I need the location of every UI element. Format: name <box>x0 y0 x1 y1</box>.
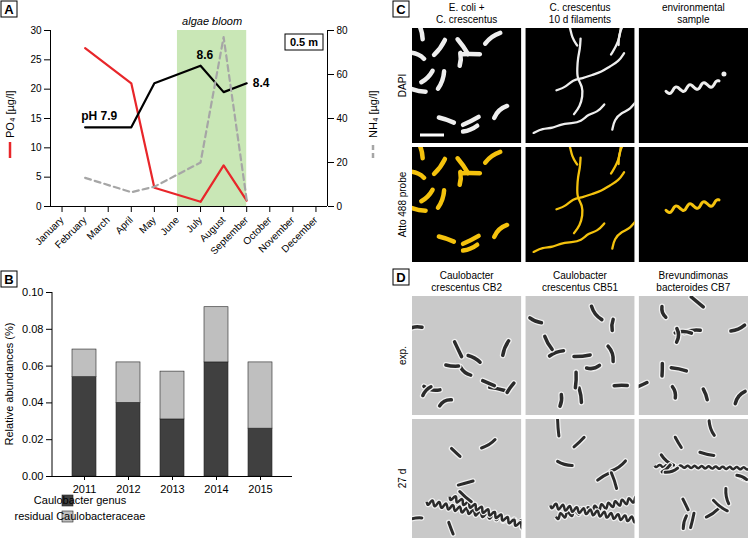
svg-text:20: 20 <box>30 83 42 94</box>
svg-text:2015: 2015 <box>248 483 272 495</box>
svg-text:5: 5 <box>36 171 42 182</box>
svg-text:PO₄ [µg/l]: PO₄ [µg/l] <box>4 90 16 138</box>
svg-text:exp.: exp. <box>397 346 408 365</box>
svg-text:Caulobacter: Caulobacter <box>440 270 495 281</box>
svg-text:algae bloom: algae bloom <box>182 15 242 27</box>
svg-text:B: B <box>4 272 13 287</box>
svg-text:bacteroides CB7: bacteroides CB7 <box>656 282 730 293</box>
svg-text:0.06: 0.06 <box>22 360 43 372</box>
svg-text:DAPI: DAPI <box>397 74 408 97</box>
svg-text:15: 15 <box>30 113 42 124</box>
svg-text:sample: sample <box>677 14 710 25</box>
svg-text:20: 20 <box>337 157 349 168</box>
svg-text:0: 0 <box>337 201 343 212</box>
svg-text:C. crescentus: C. crescentus <box>436 14 497 25</box>
svg-text:Caulobacter: Caulobacter <box>553 270 608 281</box>
svg-text:C: C <box>396 2 406 17</box>
svg-text:pH 7.9: pH 7.9 <box>81 109 117 123</box>
svg-text:February: February <box>53 214 89 250</box>
svg-text:E. coli +: E. coli + <box>449 2 485 13</box>
svg-text:March: March <box>84 214 111 241</box>
svg-text:8.6: 8.6 <box>197 48 214 62</box>
svg-text:27 d: 27 d <box>397 469 408 488</box>
svg-text:May: May <box>137 214 158 235</box>
svg-text:2012: 2012 <box>116 483 141 496</box>
svg-text:residual Caulobacteraceae: residual Caulobacteraceae <box>15 510 146 522</box>
svg-text:0.02: 0.02 <box>22 433 43 445</box>
svg-text:8.4: 8.4 <box>253 76 270 90</box>
svg-text:October: October <box>240 214 274 248</box>
svg-text:crescentus CB51: crescentus CB51 <box>542 282 619 293</box>
svg-text:Relative abundances (%): Relative abundances (%) <box>3 323 15 446</box>
svg-text:C. crescentus: C. crescentus <box>549 2 610 13</box>
svg-text:40: 40 <box>337 113 349 124</box>
svg-text:January: January <box>32 214 66 248</box>
svg-text:April: April <box>113 214 135 236</box>
svg-text:Atto 488 probe: Atto 488 probe <box>397 171 408 237</box>
svg-text:A: A <box>4 2 14 17</box>
svg-text:2011: 2011 <box>72 483 97 496</box>
svg-text:10 d filaments: 10 d filaments <box>549 14 611 25</box>
svg-text:D: D <box>396 270 405 285</box>
svg-text:November: November <box>256 214 297 255</box>
svg-text:0: 0 <box>36 201 42 212</box>
svg-text:0.00: 0.00 <box>22 470 43 482</box>
svg-text:crescentus CB2: crescentus CB2 <box>431 282 502 293</box>
svg-text:NH₄ [µg/l]: NH₄ [µg/l] <box>367 90 379 138</box>
svg-text:December: December <box>279 214 320 255</box>
svg-text:10: 10 <box>30 142 42 153</box>
svg-text:0.08: 0.08 <box>22 323 43 335</box>
svg-text:Brevundimonas: Brevundimonas <box>659 270 728 281</box>
svg-text:60: 60 <box>337 69 349 80</box>
svg-text:September: September <box>208 214 251 257</box>
svg-text:2014: 2014 <box>204 483 228 495</box>
svg-text:80: 80 <box>337 25 349 36</box>
svg-text:August: August <box>197 214 228 244</box>
svg-text:June: June <box>158 214 181 237</box>
svg-text:30: 30 <box>30 25 42 36</box>
svg-text:July: July <box>183 214 205 235</box>
svg-text:0.04: 0.04 <box>22 396 43 408</box>
svg-text:0.10: 0.10 <box>22 286 43 298</box>
svg-text:2013: 2013 <box>160 483 184 495</box>
svg-text:0.5 m: 0.5 m <box>290 36 318 48</box>
svg-text:25: 25 <box>30 54 42 65</box>
svg-text:environmental: environmental <box>662 2 725 13</box>
svg-text:Caulobacter genus: Caulobacter genus <box>34 494 127 506</box>
